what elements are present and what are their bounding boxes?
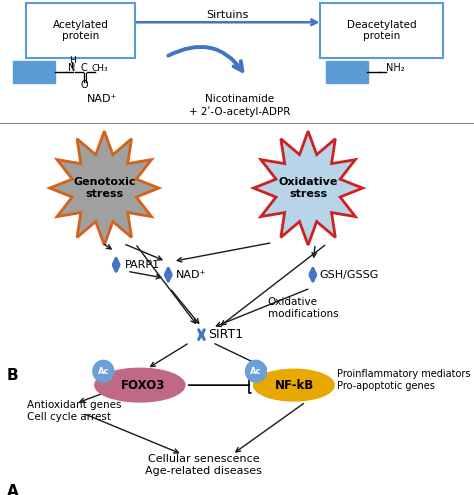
Text: Nicotinamide
+ 2ʹ-O-acetyl-ADPR: Nicotinamide + 2ʹ-O-acetyl-ADPR [189,94,290,117]
Text: O: O [81,80,88,90]
Text: CH₃: CH₃ [91,64,109,73]
Polygon shape [50,131,159,245]
Text: NH₂: NH₂ [386,63,405,73]
Text: N: N [68,63,76,73]
Circle shape [246,360,266,382]
Text: A: A [7,484,19,495]
Text: NF-kB: NF-kB [275,379,314,392]
Text: B: B [7,368,19,383]
Text: Cellular senescence
Age-related diseases: Cellular senescence Age-related diseases [146,454,262,476]
FancyBboxPatch shape [13,61,55,83]
Text: NAD⁺: NAD⁺ [87,94,117,104]
Text: Proinflammatory mediators
Pro-apoptotic genes: Proinflammatory mediators Pro-apoptotic … [337,369,470,391]
Text: Genotoxic
stress: Genotoxic stress [73,177,136,199]
Ellipse shape [254,369,334,401]
FancyBboxPatch shape [26,3,135,58]
Text: NAD⁺: NAD⁺ [175,270,206,280]
Text: Oxidative
modifications: Oxidative modifications [268,297,338,319]
Circle shape [93,360,114,382]
Text: Acetylated
protein: Acetylated protein [53,20,109,42]
Text: PARP1: PARP1 [125,260,160,270]
Polygon shape [254,131,363,245]
Text: SIRT1: SIRT1 [209,328,244,341]
FancyBboxPatch shape [326,61,368,83]
Text: Ac: Ac [98,367,109,376]
Text: Ac: Ac [250,367,262,376]
Text: Sirtuins: Sirtuins [206,10,249,20]
Ellipse shape [95,368,185,402]
Text: Antioxidant genes
Cell cycle arrest: Antioxidant genes Cell cycle arrest [27,400,122,422]
Text: H: H [69,56,75,65]
Text: Deacetylated
protein: Deacetylated protein [347,20,416,42]
FancyArrowPatch shape [168,47,242,71]
Text: C: C [81,63,88,73]
Text: Oxidative
stress: Oxidative stress [278,177,338,199]
Text: GSH/GSSG: GSH/GSSG [319,270,379,280]
Text: FOXO3: FOXO3 [121,379,165,392]
FancyBboxPatch shape [320,3,443,58]
